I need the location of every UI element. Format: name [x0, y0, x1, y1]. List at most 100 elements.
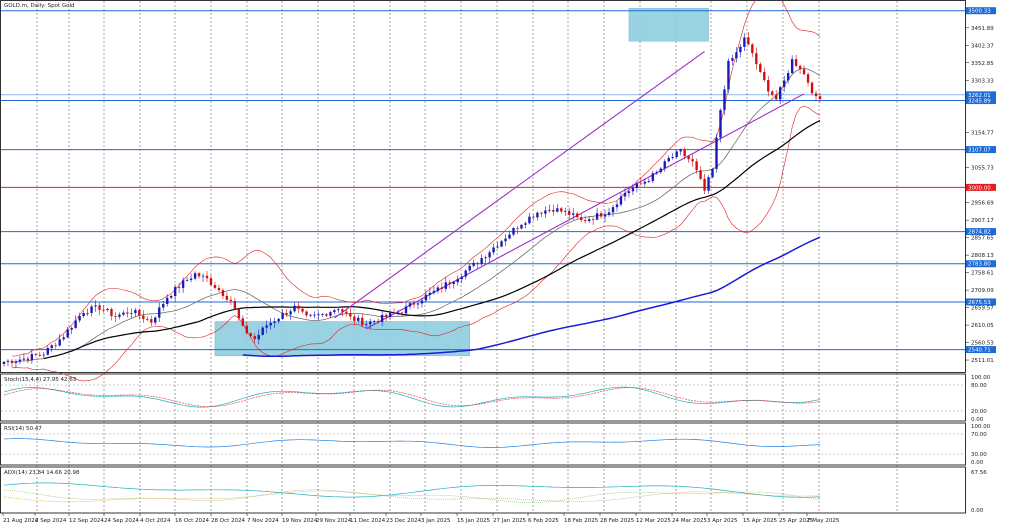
candle-body-107: [428, 292, 432, 295]
candle-body-39: [158, 307, 161, 318]
candle-body-180: [719, 110, 722, 138]
candle-body-119: [476, 262, 479, 264]
candle-body-187: [747, 37, 750, 45]
candle-body-19: [78, 315, 81, 321]
candle-body-95: [380, 314, 384, 322]
candle-body-177: [707, 177, 710, 191]
candle-body-145: [579, 217, 583, 221]
price-tag-box-4: [966, 183, 996, 191]
candle-body-79: [317, 314, 320, 316]
candle-body-99: [396, 312, 400, 314]
time-tick-label-12: 3 Jan 2025: [421, 518, 451, 524]
candle-body-77: [309, 314, 312, 316]
candle-body-16: [66, 329, 69, 338]
candle-body-80: [321, 314, 324, 315]
candle-body-164: [655, 172, 658, 174]
price-tag-box-7: [966, 298, 996, 306]
indicator-axis-label-1-3: 0.00: [971, 460, 984, 466]
time-tick-label-10: 11 Dec 2024: [350, 518, 386, 524]
candle-body-112: [448, 282, 452, 284]
adx-panel-frame: [0, 466, 966, 514]
candle-body-28: [114, 316, 117, 317]
price-tick-label-6: 3055.73: [971, 166, 994, 172]
candle-body-5: [22, 358, 26, 360]
candle-body-136: [544, 210, 547, 214]
candle-body-96: [384, 314, 388, 317]
candle-body-13: [54, 345, 57, 347]
candle-body-0: [2, 361, 6, 364]
price-tick-label-8: 2907.17: [971, 218, 994, 224]
price-tick-label-10: 2808.13: [971, 253, 994, 259]
price-tick-label-2: 3352.85: [971, 61, 994, 67]
rsi-panel-frame: [0, 422, 966, 466]
candle-body-165: [659, 168, 662, 173]
candle-body-100: [400, 312, 404, 314]
candle-body-98: [392, 312, 396, 314]
candle-body-116: [464, 270, 467, 277]
time-tick-label-15: 6 Feb 2025: [528, 518, 559, 524]
bollinger-upper: [11, 0, 821, 357]
candle-body-85: [341, 309, 344, 312]
candle-body-97: [388, 312, 392, 317]
candle-body-81: [325, 314, 328, 316]
bollinger-bands: [11, 0, 821, 382]
price-tag-label-0: 3500.33: [968, 9, 991, 15]
bollinger-lower: [11, 105, 821, 382]
candle-body-83: [333, 310, 336, 313]
candle-body-7: [30, 354, 34, 361]
candle-body-182: [727, 60, 730, 90]
candle-body-142: [568, 211, 571, 215]
time-tick-label-11: 23 Dec 2024: [386, 518, 422, 524]
candle-body-101: [404, 306, 408, 314]
candle-body-33: [134, 310, 137, 314]
indicator-axis-label-0-1: 80.00: [971, 383, 987, 389]
price-tag-label-6: 2783.80: [968, 262, 991, 268]
time-tick-label-7: 7 Nov 2024: [247, 518, 279, 524]
candle-body-54: [217, 288, 221, 291]
candle-body-40: [162, 303, 165, 308]
candle-body-9: [38, 354, 42, 356]
candle-body-109: [436, 287, 440, 291]
candle-body-202: [806, 74, 810, 83]
candle-body-38: [154, 317, 157, 323]
adx-main-line: [3, 482, 821, 498]
candle-body-125: [500, 241, 503, 247]
candle-body-11: [46, 348, 49, 355]
candle-body-94: [376, 321, 380, 322]
candle-body-123: [492, 247, 495, 253]
candle-body-162: [647, 180, 651, 182]
price-tag-box-2: [966, 97, 996, 105]
price-tag-label-7: 2675.53: [968, 300, 991, 306]
candle-body-140: [560, 208, 563, 212]
price-tag-box-5: [966, 228, 996, 236]
candle-body-169: [675, 151, 678, 158]
candle-body-154: [615, 204, 619, 208]
rsi-label: RSI(14) 50.47: [4, 426, 42, 432]
candle-body-70: [281, 312, 284, 319]
candle-body-146: [583, 220, 587, 222]
time-tick-label-17: 28 Feb 2025: [600, 518, 635, 524]
candle-body-88: [353, 316, 356, 321]
candle-body-32: [130, 313, 133, 314]
candle-body-185: [739, 46, 742, 53]
candle-body-115: [460, 276, 463, 280]
time-tick-label-9: 29 Nov 2024: [316, 518, 352, 524]
zone-1: [214, 321, 470, 357]
candle-body-198: [790, 59, 794, 74]
candle-body-12: [50, 345, 53, 349]
candle-body-30: [122, 312, 125, 315]
candle-body-22: [90, 306, 93, 313]
candle-body-50: [201, 275, 205, 277]
candle-body-133: [532, 216, 535, 218]
candle-body-138: [552, 209, 555, 212]
candle-body-191: [763, 71, 766, 81]
candle-body-61: [245, 325, 249, 334]
candle-body-17: [70, 327, 73, 330]
candle-body-147: [587, 219, 591, 222]
candle-body-157: [627, 191, 631, 194]
candle-body-86: [345, 311, 348, 314]
candle-body-195: [779, 87, 782, 100]
candle-body-42: [169, 295, 173, 298]
